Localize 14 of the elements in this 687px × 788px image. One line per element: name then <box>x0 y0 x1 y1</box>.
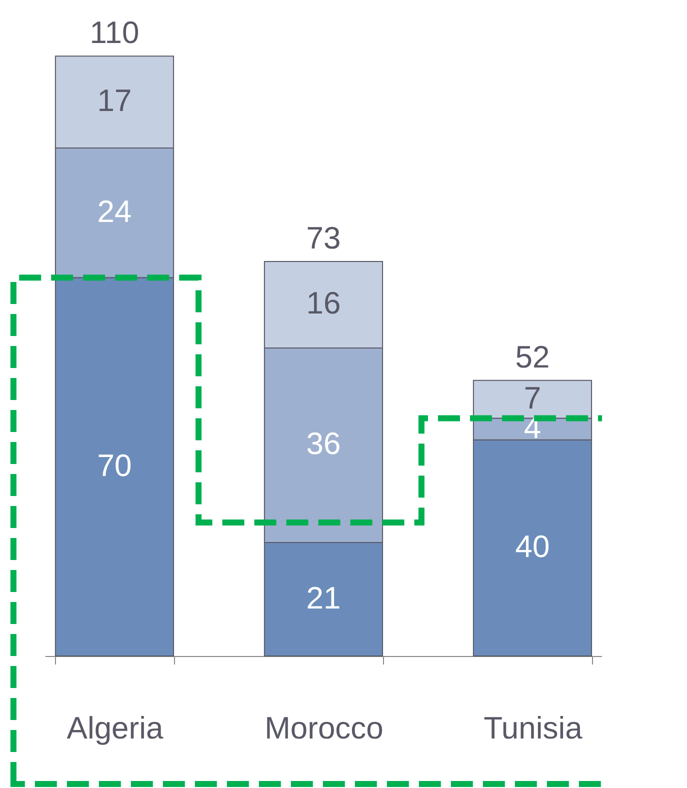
data-label: 36 <box>306 426 341 462</box>
total-label: 73 <box>306 220 341 256</box>
data-label: 21 <box>306 580 341 616</box>
x-tick-label: Tunisia <box>484 710 584 746</box>
data-label: 24 <box>97 194 132 229</box>
data-label: 70 <box>97 448 132 483</box>
total-label: 52 <box>515 339 550 374</box>
data-label: 40 <box>515 528 550 564</box>
x-tick-label: Algeria <box>66 710 164 746</box>
data-label: 17 <box>97 83 132 118</box>
total-label: 110 <box>90 15 140 50</box>
data-label: 7 <box>524 380 542 416</box>
x-tick-label: Morocco <box>264 710 384 746</box>
data-label: 16 <box>306 286 341 321</box>
